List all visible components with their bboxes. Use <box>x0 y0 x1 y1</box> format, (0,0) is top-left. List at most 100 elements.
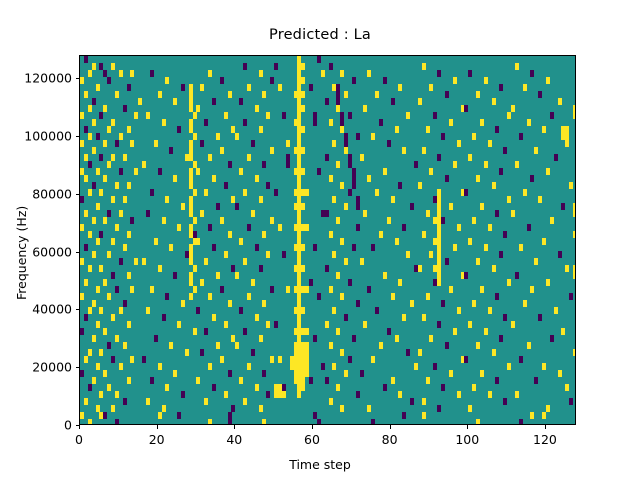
heatmap-cell <box>530 174 535 182</box>
heatmap-cell <box>328 174 333 182</box>
heatmap-cell <box>297 188 302 196</box>
heatmap-cell <box>188 146 193 154</box>
heatmap-cell <box>328 398 333 406</box>
heatmap-cell <box>297 202 302 210</box>
heatmap-cell <box>204 258 209 266</box>
heatmap-cell <box>157 363 162 371</box>
heatmap-cell <box>347 356 352 364</box>
heatmap-cell <box>573 209 575 217</box>
heatmap-axes <box>79 55 576 425</box>
heatmap-cell <box>561 202 566 210</box>
heatmap-cell <box>227 230 232 238</box>
heatmap-cell <box>460 272 465 280</box>
heatmap-cell <box>495 293 500 301</box>
heatmap-cell <box>204 398 209 406</box>
heatmap-cell <box>464 104 469 112</box>
heatmap-cell <box>452 328 457 336</box>
heatmap-cell <box>452 244 457 252</box>
heatmap-cell <box>305 363 310 371</box>
heatmap-cell <box>107 209 112 217</box>
heatmap-cell <box>111 153 116 161</box>
heatmap-cell <box>258 195 263 203</box>
heatmap-cell <box>483 76 488 84</box>
heatmap-cell <box>293 244 298 252</box>
heatmap-cell <box>208 223 213 231</box>
heatmap-cell <box>301 363 306 371</box>
heatmap-cell <box>266 391 271 399</box>
heatmap-cell <box>188 125 193 133</box>
heatmap-cell <box>312 335 317 343</box>
heatmap-cell <box>188 83 193 91</box>
heatmap-cell <box>499 83 504 91</box>
x-axis-label: Time step <box>289 457 351 472</box>
heatmap-cell <box>514 160 519 168</box>
heatmap-cell <box>316 293 321 301</box>
heatmap-cell <box>188 223 193 231</box>
heatmap-cell <box>437 188 442 196</box>
heatmap-cell <box>301 146 306 154</box>
heatmap-cell <box>192 188 197 196</box>
heatmap-cell <box>208 69 213 77</box>
heatmap-cell <box>483 328 488 336</box>
heatmap-cell <box>487 307 492 315</box>
heatmap-cell <box>340 118 345 126</box>
heatmap-cell <box>402 146 407 154</box>
heatmap-cell <box>87 188 92 196</box>
heatmap-cell <box>297 97 302 105</box>
heatmap-cell <box>464 188 469 196</box>
heatmap-cell <box>437 209 442 217</box>
heatmap-cell <box>371 244 376 252</box>
heatmap-cell <box>417 349 422 357</box>
heatmap-cell <box>114 181 119 189</box>
heatmap-cell <box>390 195 395 203</box>
heatmap-cell <box>437 216 442 224</box>
heatmap-cell <box>270 286 275 294</box>
heatmap-cell <box>188 230 193 238</box>
heatmap-cell <box>99 111 104 119</box>
heatmap-cell <box>270 76 275 84</box>
heatmap-cell <box>208 419 213 424</box>
heatmap-cell <box>231 195 236 203</box>
heatmap-cell <box>297 265 302 273</box>
heatmap-cell <box>83 174 88 182</box>
heatmap-cell <box>114 391 119 399</box>
heatmap-cell <box>433 279 438 287</box>
heatmap-cell <box>173 272 178 280</box>
heatmap-cell <box>114 139 119 147</box>
heatmap-cell <box>262 230 267 238</box>
heatmap-cell <box>398 83 403 91</box>
heatmap-cell <box>219 356 224 364</box>
heatmap-cell <box>378 230 383 238</box>
heatmap-cell <box>312 244 317 252</box>
heatmap-cell <box>293 370 298 378</box>
heatmap-cell <box>456 307 461 315</box>
heatmap-cell <box>212 97 217 105</box>
heatmap-cell <box>130 356 135 364</box>
heatmap-cell <box>130 69 135 77</box>
heatmap-cell <box>188 202 193 210</box>
heatmap-cell <box>355 202 360 210</box>
x-tick-mark <box>79 425 81 429</box>
heatmap-cell <box>324 209 329 217</box>
heatmap-cell <box>99 62 104 70</box>
heatmap-cell <box>262 160 267 168</box>
heatmap-cell <box>518 132 523 140</box>
heatmap-cell <box>305 370 310 378</box>
heatmap-cell <box>91 181 96 189</box>
heatmap-cell <box>126 321 131 329</box>
heatmap-cell <box>95 167 100 175</box>
heatmap-cell <box>188 195 193 203</box>
heatmap-cell <box>441 132 446 140</box>
heatmap-cell <box>425 293 430 301</box>
heatmap-cell <box>188 251 193 259</box>
x-tick-mark <box>234 425 236 429</box>
heatmap-cell <box>448 370 453 378</box>
x-tick-label: 80 <box>381 432 398 447</box>
heatmap-cell <box>118 307 123 315</box>
heatmap-cell <box>281 251 286 259</box>
heatmap-cell <box>188 153 193 161</box>
heatmap-cell <box>301 265 306 273</box>
y-tick-label: 0 <box>64 417 72 433</box>
heatmap-cell <box>297 62 302 70</box>
